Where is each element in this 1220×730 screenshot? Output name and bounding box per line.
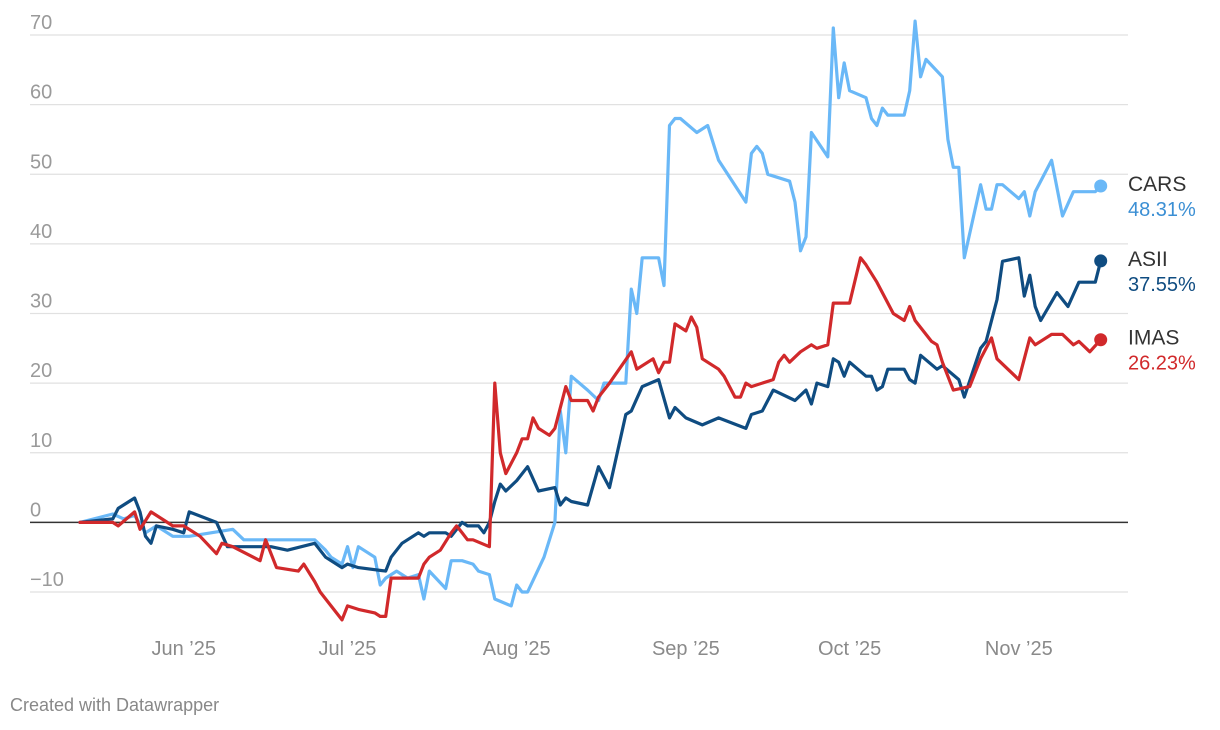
y-tick-label: 60 xyxy=(30,82,52,104)
x-tick-label: Jun ’25 xyxy=(151,638,216,660)
grid xyxy=(30,34,1128,593)
y-tick-label: 50 xyxy=(30,151,52,173)
credit-text: Created with Datawrapper xyxy=(10,695,220,715)
series-line-cars xyxy=(78,19,1103,608)
x-axis-ticks: Jun ’25 Jul ’25 Aug ’25 Sep ’25 Oct ’25 Nov ’… xyxy=(151,638,1052,660)
y-tick-label: 20 xyxy=(30,360,52,382)
series-line-imas xyxy=(78,256,1103,622)
y-tick-label: 0 xyxy=(30,499,41,521)
series-lines xyxy=(78,19,1103,622)
y-axis-ticks: −10 0 10 20 30 40 50 60 70 xyxy=(30,12,64,591)
y-tick-label: −10 xyxy=(30,569,64,591)
y-tick-label: 70 xyxy=(30,12,52,34)
y-tick-label: 40 xyxy=(30,221,52,243)
series-end-dot-asii xyxy=(1094,254,1108,268)
x-tick-label: Oct ’25 xyxy=(818,638,881,660)
series-end-dot-cars xyxy=(1094,179,1108,193)
series-end-labels: CARS 48.31% ASII 37.55% IMAS 26.23% xyxy=(1094,173,1196,375)
series-name-imas: IMAS xyxy=(1128,327,1179,350)
x-tick-label: Sep ’25 xyxy=(652,638,720,660)
x-tick-label: Nov ’25 xyxy=(985,638,1053,660)
x-tick-label: Jul ’25 xyxy=(319,638,377,660)
series-value-cars: 48.31% xyxy=(1128,199,1196,221)
series-name-cars: CARS xyxy=(1128,173,1186,196)
series-value-imas: 26.23% xyxy=(1128,353,1196,375)
series-line-asii xyxy=(78,256,1103,573)
series-value-asii: 37.55% xyxy=(1128,274,1196,296)
line-chart: −10 0 10 20 30 40 50 60 70 Jun ’25 Jul ’25 Aug ’25… xyxy=(30,12,1196,660)
y-tick-label: 10 xyxy=(30,430,52,452)
x-tick-label: Aug ’25 xyxy=(483,638,551,660)
y-tick-label: 30 xyxy=(30,291,52,313)
series-name-asii: ASII xyxy=(1128,248,1168,271)
series-end-dot-imas xyxy=(1094,333,1108,347)
